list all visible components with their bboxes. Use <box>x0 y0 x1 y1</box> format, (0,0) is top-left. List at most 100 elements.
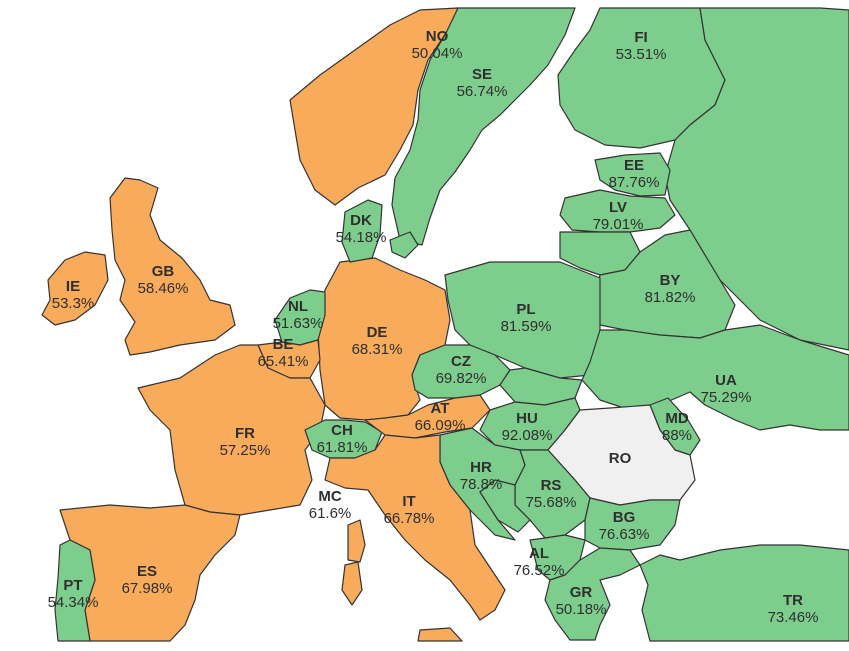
country-code: TR <box>783 592 803 609</box>
country-code: DK <box>350 212 372 229</box>
country-label-ie: IE 53.3% <box>52 278 95 312</box>
country-percentage: 76.52% <box>513 562 565 579</box>
country-percentage: 79.01% <box>592 216 644 233</box>
country-code: FR <box>235 425 255 442</box>
country-percentage: 88% <box>661 427 693 444</box>
country-percentage: 66.78% <box>383 510 435 527</box>
country-label-ch: CH 61.81% <box>317 422 368 456</box>
country-label-hu: HU 92.08% <box>502 410 553 444</box>
country-code: BY <box>659 272 681 289</box>
country-code: PL <box>516 301 536 318</box>
country-label-ua: UA 75.29% <box>701 372 752 406</box>
country-percentage: 50.18% <box>555 601 607 618</box>
country-code: RO <box>608 450 632 467</box>
country-percentage: 92.08% <box>501 427 553 444</box>
country-percentage: 87.76% <box>608 174 660 191</box>
country-shape-no[interactable] <box>289 7 459 206</box>
country-code: MD <box>665 410 689 427</box>
country-code: BG <box>612 509 636 526</box>
country-code: NL <box>288 298 308 315</box>
country-shape-gr[interactable] <box>544 547 641 641</box>
country-code: PT <box>63 577 83 594</box>
country-label-fi: FI 53.51% <box>616 29 667 63</box>
country-label-at: AT 66.09% <box>415 400 466 434</box>
country-percentage: 53.3% <box>51 295 95 312</box>
country-shape-de[interactable] <box>317 257 451 421</box>
country-percentage: 75.29% <box>700 389 752 406</box>
country-percentage: 56.74% <box>456 83 508 100</box>
country-label-es: ES 67.98% <box>122 563 173 597</box>
country-code: LV <box>608 199 628 216</box>
country-shape-gb[interactable] <box>109 177 236 356</box>
country-shape-ua[interactable] <box>581 324 849 431</box>
country-code: MC <box>318 488 342 505</box>
country-shape-it[interactable] <box>324 434 506 621</box>
country-label-al: AL 76.52% <box>514 545 565 579</box>
country-label-de: DE 68.31% <box>352 324 403 358</box>
country-code: SE <box>471 66 492 83</box>
country-shape-se[interactable] <box>391 7 576 246</box>
country-code: GR <box>569 584 593 601</box>
country-shape-tr[interactable] <box>639 544 849 642</box>
country-shape-ie[interactable] <box>41 251 109 326</box>
country-percentage: 58.46% <box>137 280 189 297</box>
island-shape-sicily <box>417 627 463 642</box>
country-code: DE <box>366 324 388 341</box>
country-code: CH <box>331 422 353 439</box>
country-label-cz: CZ 69.82% <box>436 353 487 387</box>
country-percentage: 65.41% <box>257 353 309 370</box>
country-label-gb: GB 58.46% <box>138 263 189 297</box>
country-code: CZ <box>451 353 471 370</box>
country-label-tr: TR 73.46% <box>768 592 819 626</box>
country-label-md: MD 88% <box>662 410 692 444</box>
country-code: FI <box>634 29 648 46</box>
country-code: AT <box>430 400 450 417</box>
country-shape-pt[interactable] <box>54 539 96 642</box>
country-shape-dk[interactable] <box>341 199 383 263</box>
island-shape-corsica <box>341 561 363 606</box>
country-label-hr: HR 78.8% <box>460 459 503 493</box>
country-code: ES <box>136 563 157 580</box>
country-label-rs: RS 75.68% <box>526 477 577 511</box>
country-shape-ch[interactable] <box>304 419 383 459</box>
country-percentage: 68.31% <box>351 341 403 358</box>
country-percentage: 81.82% <box>644 289 696 306</box>
country-label-no: NO 50.04% <box>412 28 463 62</box>
country-shape-ee[interactable] <box>594 152 671 197</box>
country-percentage: 81.59% <box>500 318 552 335</box>
country-percentage: 61.81% <box>316 439 368 456</box>
country-label-pt: PT 54.34% <box>48 577 99 611</box>
country-percentage: 51.63% <box>272 315 324 332</box>
country-label-bg: BG 76.63% <box>599 509 650 543</box>
country-label-pl: PL 81.59% <box>501 301 552 335</box>
country-code: HR <box>470 459 492 476</box>
country-label-lv: LV 79.01% <box>593 199 644 233</box>
country-code: EE <box>623 157 644 174</box>
country-code: RS <box>540 477 562 494</box>
country-shape-by[interactable] <box>594 229 736 339</box>
country-label-fr: FR 57.25% <box>220 425 271 459</box>
country-percentage: 57.25% <box>219 442 271 459</box>
country-percentage: 54.18% <box>335 229 387 246</box>
country-shape-lv[interactable] <box>559 189 676 233</box>
country-percentage: 69.82% <box>435 370 487 387</box>
country-label-mc: MC 61.6% <box>309 488 352 522</box>
country-label-gr: GR 50.18% <box>556 584 607 618</box>
country-shape-fr[interactable] <box>137 344 326 516</box>
country-percentage: 73.46% <box>767 609 819 626</box>
country-code: GB <box>151 263 175 280</box>
country-label-by: BY 81.82% <box>645 272 696 306</box>
country-label-dk: DK 54.18% <box>336 212 387 246</box>
country-label-ee: EE 87.76% <box>609 157 660 191</box>
country-label-be: BE 65.41% <box>258 336 309 370</box>
country-code: AL <box>529 545 549 562</box>
country-percentage: 76.63% <box>598 526 650 543</box>
country-label-it: IT 66.78% <box>384 493 435 527</box>
country-percentage: 61.6% <box>308 505 352 522</box>
country-shape-bg[interactable] <box>584 497 681 551</box>
country-code: BE <box>272 336 294 353</box>
country-percentage: 67.98% <box>121 580 173 597</box>
country-percentage: 50.04% <box>411 45 463 62</box>
